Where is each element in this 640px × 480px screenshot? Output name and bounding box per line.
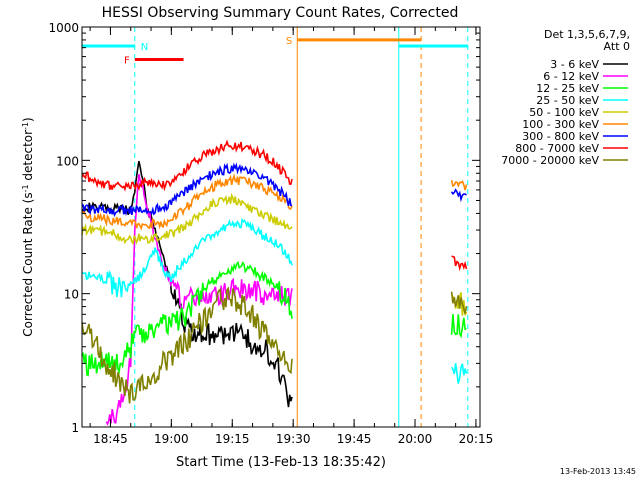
x-tick-label: 20:00 — [398, 432, 433, 446]
x-tick-label: 19:15 — [215, 432, 250, 446]
y-tick-label: 1 — [71, 421, 79, 435]
x-tick-label: 19:30 — [276, 432, 311, 446]
x-tick-label: 19:00 — [154, 432, 189, 446]
y-label-mid: detector — [21, 130, 35, 185]
y-label-main: Corrected Count Rate (s — [21, 192, 35, 336]
footer-stamp: 13-Feb-2013 13:45 — [560, 467, 636, 476]
legend-label: 3 - 6 keV — [550, 58, 599, 71]
series-line — [451, 255, 468, 272]
chart-title: HESSI Observing Summary Count Rates, Cor… — [102, 5, 459, 21]
series-line — [450, 363, 468, 384]
series-line — [450, 313, 467, 339]
series-line — [450, 291, 468, 314]
legend-label: 7000 - 20000 keV — [501, 154, 599, 167]
y-tick-label: 100 — [56, 154, 79, 168]
flag-label-f: F — [124, 56, 130, 67]
legend-label: 12 - 25 keV — [536, 82, 599, 95]
x-axis-label: Start Time (13-Feb-13 18:35:42) — [176, 455, 386, 470]
series-line — [450, 188, 467, 203]
series-7 — [81, 139, 468, 272]
legend-label: 6 - 12 keV — [543, 70, 599, 83]
y-tick-label: 1000 — [48, 21, 79, 35]
legend-label: 50 - 100 keV — [529, 106, 599, 119]
series-line — [81, 173, 293, 231]
series-line — [450, 180, 468, 191]
flag-label-n: N — [141, 42, 148, 53]
x-tick-label: 18:45 — [93, 432, 128, 446]
legend-label: 25 - 50 keV — [536, 94, 599, 107]
y-tick-label: 10 — [64, 288, 79, 302]
series-line — [81, 162, 293, 218]
plot-frame — [81, 26, 481, 428]
series-5 — [81, 173, 468, 231]
y-axis-label: Corrected Count Rate (s-1 detector-1) — [21, 117, 36, 336]
x-tick-label: 20:15 — [459, 432, 494, 446]
x-axis: 18:45 19:00 19:15 19:30 19:45 20:00 20:15 — [89, 27, 494, 446]
y-label-sup2: -1 — [21, 122, 30, 130]
series-3 — [81, 217, 468, 384]
series-line — [81, 217, 293, 298]
series-line — [81, 160, 293, 408]
plot-marks: NF S — [81, 27, 469, 427]
legend-label: 100 - 300 keV — [522, 118, 599, 131]
x-tick-label: 19:45 — [337, 432, 372, 446]
series-line — [81, 286, 293, 404]
legend-header-line: Att 0 — [604, 40, 630, 53]
legend-label: 800 - 7000 keV — [515, 142, 599, 155]
series-line — [81, 192, 293, 246]
series-line — [81, 139, 293, 192]
series-2 — [81, 260, 467, 377]
y-label-sup1: -1 — [21, 184, 30, 192]
series-6 — [81, 162, 467, 218]
series-8 — [81, 286, 468, 404]
series-line — [81, 260, 293, 377]
y-axis: 1 10 100 1000 — [48, 21, 480, 435]
flag-label-s: S — [286, 36, 292, 47]
legend-label: 300 - 800 keV — [522, 130, 599, 143]
legend-header-line: Det 1,3,5,6,7,9, — [544, 28, 630, 41]
series-0 — [81, 160, 293, 408]
y-label-end: ) — [21, 117, 35, 122]
